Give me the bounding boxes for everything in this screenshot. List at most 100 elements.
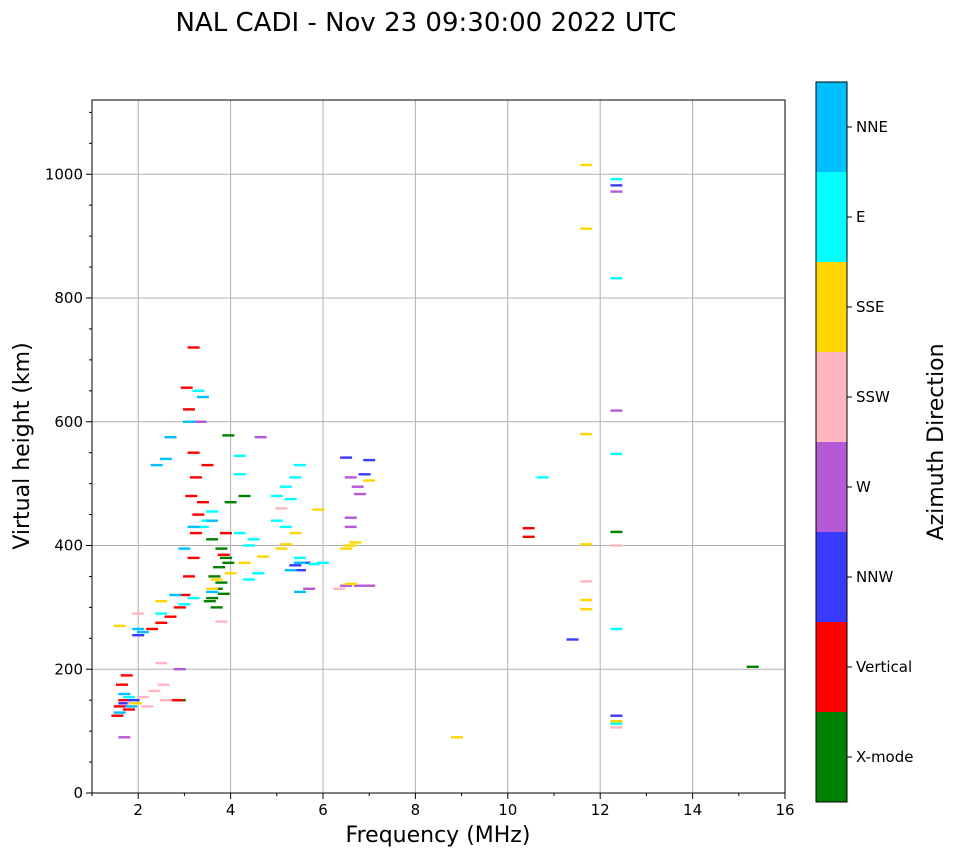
data-point-e	[270, 494, 283, 498]
data-point-xmode	[746, 665, 759, 668]
data-point-e	[187, 596, 200, 600]
x-tick-label: 2	[133, 801, 143, 819]
data-point-nne	[206, 590, 219, 594]
data-point-sse	[275, 547, 288, 550]
data-point-sse	[210, 578, 223, 581]
colorbar-tick-label: X-mode	[856, 748, 913, 766]
data-point-vertical	[173, 606, 186, 609]
data-point-vertical	[164, 615, 177, 618]
data-point-e	[233, 473, 246, 476]
data-point-vertical	[185, 494, 198, 498]
data-point-e	[243, 578, 256, 581]
y-axis-ticks: 0 200 400 600 800 1000	[45, 111, 92, 802]
data-point-sse	[580, 598, 593, 602]
data-point-nne	[183, 420, 195, 423]
data-point-w	[354, 584, 366, 587]
data-point-sse	[256, 555, 269, 558]
data-point-e	[192, 389, 205, 392]
data-point-xmode	[215, 581, 228, 584]
data-point-sse	[580, 163, 593, 167]
data-point-e	[317, 561, 329, 564]
data-point-sse	[580, 608, 593, 611]
y-tick-label: 400	[54, 537, 83, 555]
data-point-sse	[344, 582, 357, 586]
data-point-nne	[293, 561, 306, 564]
data-point-nne	[132, 627, 145, 631]
data-point-vertical	[217, 553, 230, 556]
data-point-xmode	[206, 538, 219, 541]
data-point-w	[363, 584, 376, 587]
data-point-w	[610, 190, 623, 193]
data-point-vertical	[189, 476, 202, 479]
data-point-e	[610, 277, 623, 280]
data-point-w	[173, 668, 186, 671]
data-point-w	[610, 409, 623, 412]
data-point-vertical	[183, 575, 195, 578]
data-point-nnw	[340, 456, 353, 459]
data-point-sse	[289, 531, 302, 535]
data-point-xmode	[238, 494, 251, 498]
data-point-w	[254, 436, 267, 439]
data-point-vertical	[192, 513, 205, 516]
data-point-nne	[178, 547, 191, 550]
colorbar-swatch	[816, 262, 847, 352]
chart-title: NAL CADI - Nov 23 09:30:00 2022 UTC	[176, 8, 677, 38]
data-point-e	[293, 463, 306, 467]
data-point-nne	[118, 692, 131, 696]
x-axis-label: Frequency (MHz)	[346, 823, 531, 848]
colorbar-label: Azimuth Direction	[924, 343, 949, 540]
colorbar-swatch	[816, 622, 847, 712]
data-point-xmode	[610, 530, 623, 534]
data-point-e	[270, 519, 283, 522]
data-point-vertical	[178, 593, 191, 597]
colorbar-swatch	[816, 712, 847, 802]
x-tick-label: 14	[683, 801, 702, 819]
data-point-nne	[187, 525, 200, 529]
colorbar-tick-label: SSE	[856, 298, 885, 316]
data-point-sse	[312, 508, 325, 511]
data-point-nnw	[289, 564, 302, 567]
data-point-e	[536, 476, 549, 479]
data-point-nne	[113, 711, 126, 714]
data-point-vertical	[118, 699, 131, 702]
data-point-e	[610, 178, 623, 181]
y-tick-label: 200	[54, 660, 83, 678]
data-point-w	[344, 476, 357, 479]
y-tick-label: 1000	[45, 165, 83, 183]
y-tick-label: 600	[54, 413, 83, 431]
data-point-nne	[196, 395, 209, 399]
data-point-vertical	[522, 527, 535, 530]
data-point-xmode	[208, 575, 221, 578]
data-point-w	[351, 485, 364, 488]
colorbar-tick-label: NNE	[856, 118, 888, 136]
data-point-e	[178, 603, 191, 606]
data-point-sse	[451, 736, 463, 739]
data-point-vertical	[111, 714, 124, 717]
colorbar-swatch	[816, 172, 847, 262]
colorbar-tick-label: SSW	[856, 388, 890, 406]
data-point-sse	[113, 624, 126, 628]
data-point-ssw	[333, 587, 346, 590]
data-point-ssw	[157, 683, 170, 686]
data-point-nnw	[132, 634, 145, 637]
data-point-sse	[224, 572, 237, 575]
colorbar-swatch	[816, 532, 847, 622]
data-point-e	[196, 525, 209, 529]
data-point-vertical	[171, 699, 184, 702]
data-point-sse	[363, 479, 376, 482]
data-point-sse	[580, 227, 593, 230]
x-tick-label: 12	[591, 801, 610, 819]
data-point-nnw	[610, 714, 623, 717]
data-point-nne	[125, 705, 138, 708]
data-point-vertical	[183, 408, 195, 411]
data-point-ssw	[610, 544, 623, 547]
y-tick-label: 800	[54, 289, 83, 307]
data-point-vertical	[120, 674, 133, 677]
data-point-e	[233, 454, 246, 457]
data-point-ssw	[275, 507, 288, 510]
data-point-nnw	[358, 473, 371, 476]
data-points	[111, 163, 759, 739]
data-point-sse	[344, 544, 357, 547]
colorbar-swatch	[816, 442, 847, 532]
